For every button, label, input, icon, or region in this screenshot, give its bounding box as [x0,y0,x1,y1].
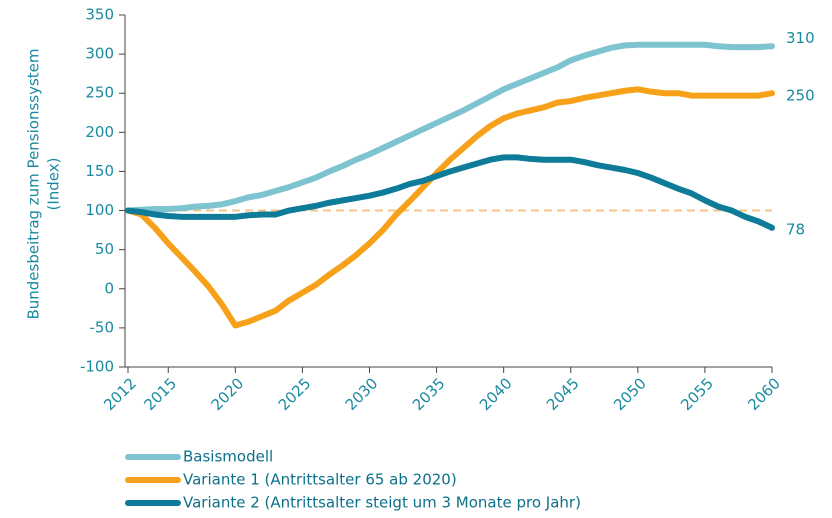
y-tick-label: 350 [85,6,114,24]
x-tick-label: 2025 [275,374,315,414]
end-label: 250 [786,87,815,105]
y-tick-label: 100 [85,201,114,219]
y-tick-label: 250 [85,84,114,102]
legend-label: Variante 2 (Antrittsalter steigt um 3 Mo… [183,494,581,512]
y-tick-label: 50 [95,240,114,258]
y-axis-label: Bundesbeitrag zum Pensionssystem [25,48,43,319]
x-tick-label: 2060 [744,374,784,414]
end-label: 78 [786,220,805,238]
series-line [125,86,775,329]
y-tick-label: 0 [104,279,114,297]
x-tick-label: 2040 [476,374,516,414]
y-tick-label: 300 [85,45,114,63]
x-tick-label: 2035 [409,374,449,414]
series-line [125,154,775,231]
x-tick-label: 2050 [610,374,650,414]
legend-label: Basismodell [183,448,273,466]
x-tick-label: 2012 [100,374,140,414]
x-tick-label: 2020 [208,374,248,414]
legend-label: Variante 1 (Antrittsalter 65 ab 2020) [183,471,457,489]
y-tick-label: 200 [85,123,114,141]
y-tick-label: 150 [85,162,114,180]
series-line [125,41,775,214]
x-tick-label: 2030 [342,374,382,414]
x-tick-label: 2015 [141,374,181,414]
end-label: 310 [786,29,815,47]
x-tick-label: 2045 [543,374,583,414]
x-tick-label: 2055 [677,374,717,414]
y-tick-label: -100 [80,358,114,376]
y-tick-label: -50 [90,318,115,336]
y-axis-label: (Index) [45,158,63,211]
